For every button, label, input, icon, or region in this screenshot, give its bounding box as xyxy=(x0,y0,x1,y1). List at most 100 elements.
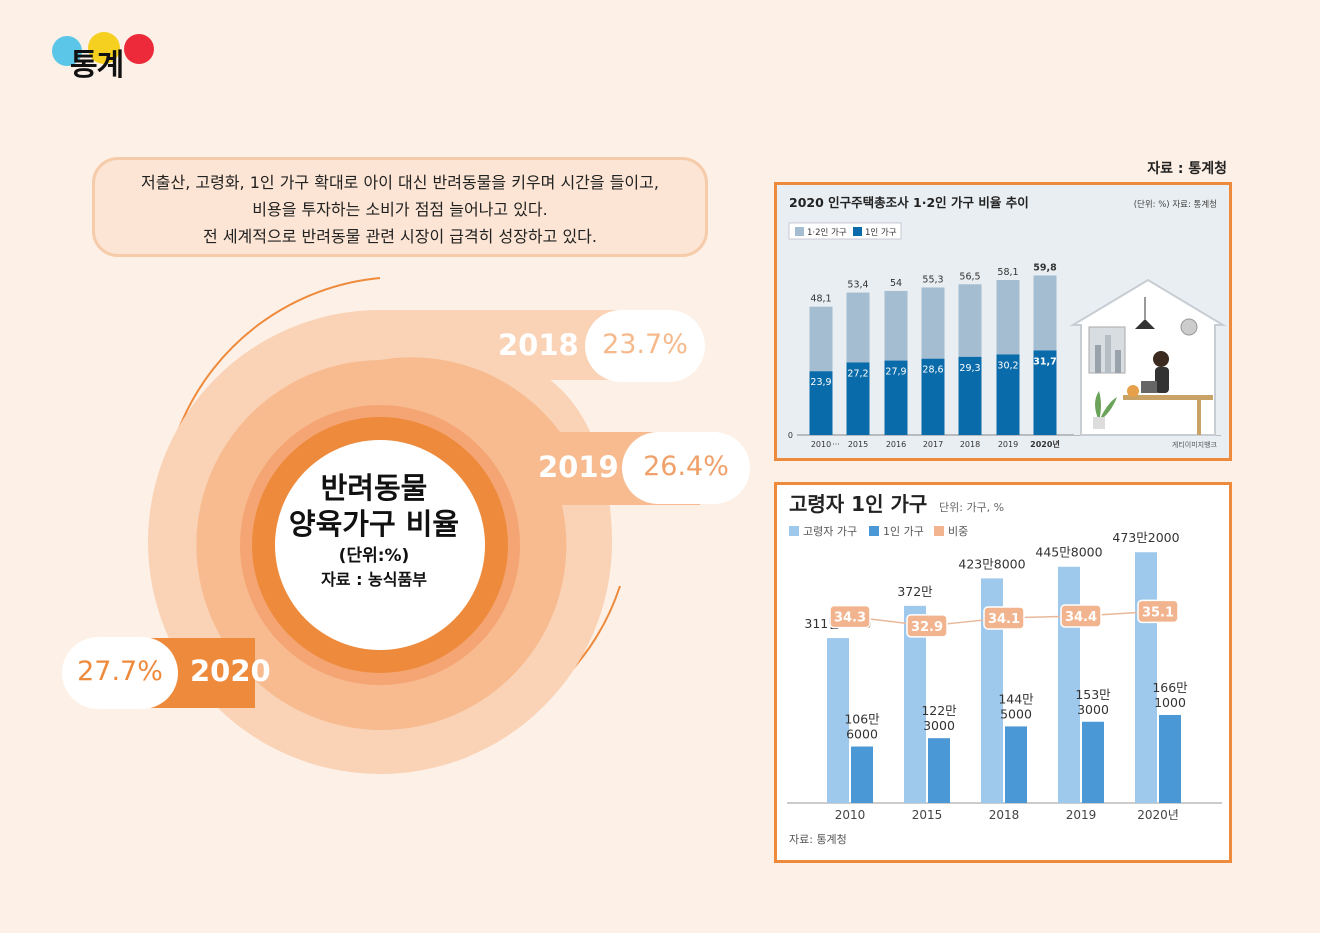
bar-single-3 xyxy=(1082,721,1104,803)
legend-ratio-swatch xyxy=(934,526,944,536)
person-illustration xyxy=(1069,269,1227,436)
label-1-2-person-6: 59,8 xyxy=(1033,262,1057,273)
intro-box: 저출산, 고령화, 1인 가구 확대로 아이 대신 반려동물을 키우며 시간을 … xyxy=(92,157,708,257)
intro-line-1: 저출산, 고령화, 1인 가구 확대로 아이 대신 반려동물을 키우며 시간을 … xyxy=(141,173,659,192)
legend-1-person: 1인 가구 xyxy=(865,227,897,238)
label-single-4: 1000 xyxy=(1154,695,1186,710)
elderly-household-chart: 고령자 1인 가구 단위: 가구, % 고령자 가구 1인 가구 비중 311만… xyxy=(787,492,1222,846)
desk-leg xyxy=(1197,399,1201,435)
ratio-badge-4 xyxy=(1137,599,1179,624)
ring-unit: (단위:%) xyxy=(338,546,410,566)
chart2-source: 자료: 통계청 xyxy=(789,833,847,846)
label-elderly-3: 445만8000 xyxy=(1035,545,1102,560)
radial-chart xyxy=(120,277,700,774)
label-single-2: 144만 xyxy=(998,691,1034,706)
bar-single-0 xyxy=(851,746,873,803)
label-1-2-person-2: 54 xyxy=(890,278,902,289)
label-2020-year: 2020 xyxy=(190,654,271,688)
logo-dot-red xyxy=(124,34,154,64)
ratio-badge-2 xyxy=(983,606,1025,630)
label-2019-year: 2019 xyxy=(538,450,619,484)
x-tick-3: 2019 xyxy=(1066,808,1097,822)
bar-elderly-1 xyxy=(904,605,926,803)
plant-icon xyxy=(1095,391,1117,421)
bar-1-2-person-5 xyxy=(996,280,1020,355)
bar-1-2-person-2 xyxy=(884,290,908,361)
chart1-title: 2020 인구주택총조사 1·2인 가구 비율 추이 xyxy=(789,195,1029,210)
legend-1-2-person: 1·2인 가구 xyxy=(807,227,847,238)
ring-source: 자료 : 농식품부 xyxy=(321,570,427,589)
legend-1-2-person-swatch xyxy=(795,227,804,236)
legend-single: 1인 가구 xyxy=(883,525,924,538)
legend-1-person-swatch xyxy=(853,227,862,236)
legend-elderly-swatch xyxy=(789,526,799,536)
ratio-badge-3 xyxy=(1060,604,1102,628)
ring-title-2: 양육가구 비율 xyxy=(288,507,460,541)
x-tick-3: 2017 xyxy=(923,440,943,449)
ring-center-text: 반려동물 양육가구 비율 (단위:%) 자료 : 농식품부 xyxy=(263,470,485,592)
bar-elderly-4 xyxy=(1135,552,1157,803)
label-elderly-2: 423만8000 xyxy=(958,556,1025,571)
label-1-person-6: 31,7 xyxy=(1033,356,1056,367)
bar-1-person-3 xyxy=(921,358,945,435)
x-tick-1: 2015 xyxy=(912,808,943,822)
bar-1-2-person-1 xyxy=(846,292,870,363)
person-head-icon xyxy=(1153,351,1169,367)
pot-icon xyxy=(1093,417,1105,429)
ratio-label-4: 35.1 xyxy=(1142,605,1174,620)
ratio-badge-1 xyxy=(906,614,948,638)
ratio-label-0: 34.3 xyxy=(834,611,866,626)
logo-text: 통계 xyxy=(70,48,124,83)
chart1-unit: (단위: %) 자료: 통계청 xyxy=(1134,199,1217,210)
bar-1-person-4 xyxy=(958,356,982,435)
person-body-icon xyxy=(1155,367,1169,393)
bar-elderly-0 xyxy=(827,638,849,803)
x-tick-4: 2018 xyxy=(960,440,980,449)
chart2-title: 고령자 1인 가구 xyxy=(789,492,927,516)
x-tick-5: 2019 xyxy=(998,440,1018,449)
ring-title-1: 반려동물 xyxy=(320,471,428,505)
chart1-y-tick-0: 0 xyxy=(788,431,793,440)
bar-single-4 xyxy=(1159,714,1181,803)
label-elderly-4: 473만2000 xyxy=(1112,530,1179,545)
source-top: 자료 : 통계청 xyxy=(1147,161,1227,177)
x-tick-2: 2018 xyxy=(989,808,1020,822)
intro-line-2: 비용을 투자하는 소비가 점점 늘어나고 있다. xyxy=(252,200,548,219)
label-2018-value: 23.7% xyxy=(585,310,705,382)
bar-1-person-5 xyxy=(996,354,1020,435)
clock-icon xyxy=(1180,318,1198,336)
chart2-unit: 단위: 가구, % xyxy=(939,501,1004,514)
ratio-label-1: 32.9 xyxy=(911,620,943,635)
bar-elderly-3 xyxy=(1058,566,1080,803)
window-bar-2 xyxy=(1105,335,1111,373)
center-circle xyxy=(275,440,485,650)
cat-icon xyxy=(1127,385,1139,397)
label-1-2-person-4: 56,5 xyxy=(959,271,980,282)
label-1-person-0: 23,9 xyxy=(810,377,831,388)
label-1-person-4: 29,3 xyxy=(959,363,980,374)
label-single-0: 6000 xyxy=(846,727,878,742)
household-chart-panel: 2020 인구주택총조사 1·2인 가구 비율 추이 (단위: %) 자료: 통… xyxy=(774,182,1232,461)
legend-elderly: 고령자 가구 xyxy=(803,525,857,538)
bar-1-2-person-6 xyxy=(1033,275,1057,351)
logo-dot-yellow xyxy=(88,32,120,64)
chart1-axis-break: ··· xyxy=(832,440,840,449)
ratio-label-2: 34.1 xyxy=(988,612,1020,627)
x-tick-4: 2020년 xyxy=(1137,808,1179,822)
bar-1-person-1 xyxy=(846,362,870,435)
bar-1-2-person-4 xyxy=(958,284,982,357)
bar-1-2-person-0 xyxy=(809,306,833,372)
label-1-2-person-0: 48,1 xyxy=(810,294,831,305)
label-elderly-1: 372만 xyxy=(897,584,933,599)
chart1-credit: 게티이미지뱅크 xyxy=(1172,440,1218,449)
bar-1-2-person-3 xyxy=(921,287,945,359)
label-single-1: 3000 xyxy=(923,718,955,733)
bar-1-person-6 xyxy=(1033,350,1057,435)
bar-elderly-2 xyxy=(981,578,1003,803)
label-single-4: 166만 xyxy=(1152,680,1188,695)
legend-ratio: 비중 xyxy=(948,525,968,538)
window-bar-1 xyxy=(1095,345,1101,373)
label-2018-year: 2018 xyxy=(498,328,579,362)
label-1-person-1: 27,2 xyxy=(847,368,868,379)
chart1-legend-box xyxy=(788,222,902,240)
